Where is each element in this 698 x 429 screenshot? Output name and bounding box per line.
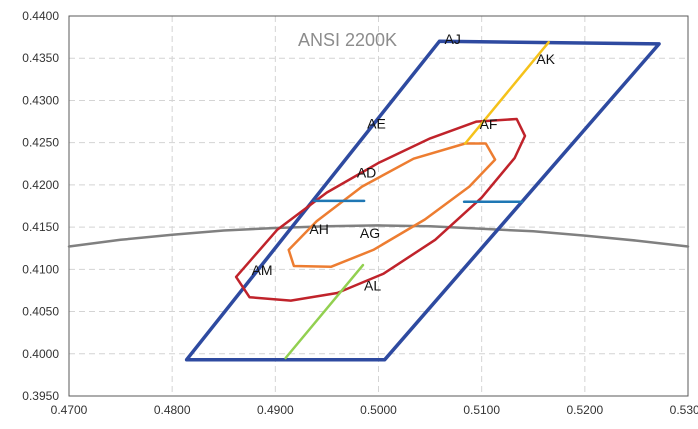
series-line-7	[463, 40, 550, 145]
series-line-4	[287, 142, 497, 269]
plot-frame	[68, 15, 689, 397]
region-label: AL	[364, 277, 381, 293]
y-tick-label: 0.4150	[22, 220, 59, 234]
region-label: AK	[536, 51, 555, 67]
grid-lines	[69, 16, 688, 396]
series-line-3	[234, 117, 527, 302]
region-label: AE	[367, 115, 386, 131]
region-label: AG	[360, 225, 380, 241]
x-tick-label: 0.4800	[154, 403, 191, 417]
series-group	[67, 39, 690, 362]
y-tick-label: 0.4200	[22, 178, 59, 192]
axes: 0.4700 0.4800 0.4900 0.5000 0.5100 0.5200 0.53…	[22, 9, 698, 417]
annotation-group: AJ AK AE AF AD AH AG AM AL	[252, 31, 556, 294]
y-tick-label: 0.4250	[22, 136, 59, 150]
region-label: AJ	[445, 31, 461, 47]
x-tick-label: 0.5100	[463, 403, 500, 417]
chart-title: ANSI 2200K	[298, 30, 397, 50]
series-line-8	[284, 263, 365, 360]
region-label: AH	[309, 221, 328, 237]
x-tick-label: 0.4900	[257, 403, 294, 417]
series-line-2	[184, 39, 661, 362]
region-label: AM	[252, 262, 273, 278]
region-label: AD	[357, 164, 376, 180]
y-tick-label: 0.4350	[22, 51, 59, 65]
y-tick-label: 0.3950	[22, 389, 59, 403]
y-tick-label: 0.4000	[22, 347, 59, 361]
y-tick-label: 0.4050	[22, 305, 59, 319]
region-label: AF	[480, 116, 498, 132]
x-tick-label: 0.5000	[360, 403, 397, 417]
y-tick-label: 0.4400	[22, 9, 59, 23]
series-line-1	[67, 224, 690, 248]
x-tick-label: 0.4700	[51, 403, 88, 417]
y-tick-label: 0.4100	[22, 262, 59, 276]
x-tick-label: 0.5200	[566, 403, 603, 417]
y-tick-label: 0.4300	[22, 93, 59, 107]
